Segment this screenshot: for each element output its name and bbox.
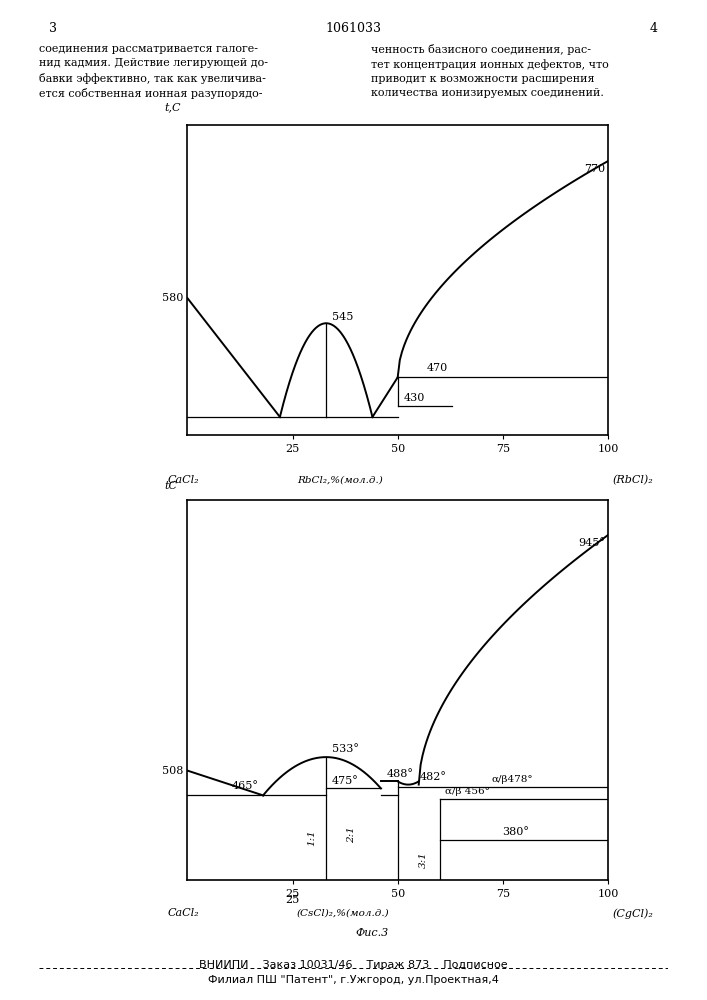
Text: 1061033: 1061033: [325, 22, 382, 35]
Text: Фис.3: Фис.3: [356, 928, 389, 938]
Text: (RbCl)₂: (RbCl)₂: [612, 475, 653, 486]
Text: 2:1: 2:1: [347, 826, 356, 843]
Text: 380°: 380°: [502, 827, 529, 837]
Text: 770: 770: [584, 164, 605, 174]
Text: 508: 508: [162, 766, 183, 776]
Text: 4: 4: [650, 22, 658, 35]
Text: 470: 470: [427, 363, 448, 373]
Text: (CgCl)₂: (CgCl)₂: [612, 908, 653, 919]
Text: t,C: t,C: [164, 103, 181, 113]
Text: 580: 580: [162, 293, 183, 303]
Text: 3:1: 3:1: [419, 851, 428, 868]
Text: Фис.2: Фис.2: [351, 503, 385, 513]
Text: 430: 430: [403, 393, 425, 403]
Text: ченность базисного соединения, рас-
тет концентрация ионных дефектов, что
привод: ченность базисного соединения, рас- тет …: [371, 44, 609, 98]
Text: соединения рассматривается галоге-
нид кадмия. Действие легирующей до-
бавки эфф: соединения рассматривается галоге- нид к…: [39, 44, 268, 99]
Text: α/β478°: α/β478°: [491, 775, 533, 784]
Text: tC: tC: [164, 481, 177, 491]
Text: 945°: 945°: [578, 538, 605, 548]
Text: 3: 3: [49, 22, 57, 35]
Text: 1:1: 1:1: [307, 829, 316, 846]
Text: CaCl₂: CaCl₂: [168, 908, 199, 918]
Text: RbCl₂,%(мол.д.): RbCl₂,%(мол.д.): [297, 475, 382, 484]
Text: CaCl₂: CaCl₂: [168, 475, 199, 485]
Text: 545: 545: [332, 312, 353, 322]
Text: 465°: 465°: [231, 781, 258, 791]
Text: (CsCl)₂,%(мол.д.): (CsCl)₂,%(мол.д.): [297, 908, 390, 918]
Text: 25: 25: [286, 895, 300, 905]
Text: α/β 456°: α/β 456°: [445, 787, 490, 796]
Text: 488°: 488°: [387, 769, 414, 779]
Text: Филиал ПШ "Патент", г.Ужгород, ул.Проектная,4: Филиал ПШ "Патент", г.Ужгород, ул.Проект…: [208, 975, 499, 985]
Text: ВНИИПИ    Заказ 10031/46    Тираж 873    Подписное: ВНИИПИ Заказ 10031/46 Тираж 873 Подписно…: [199, 960, 508, 970]
Text: 533°: 533°: [332, 744, 358, 754]
Text: 482°: 482°: [420, 772, 447, 782]
Text: 475°: 475°: [332, 776, 358, 786]
